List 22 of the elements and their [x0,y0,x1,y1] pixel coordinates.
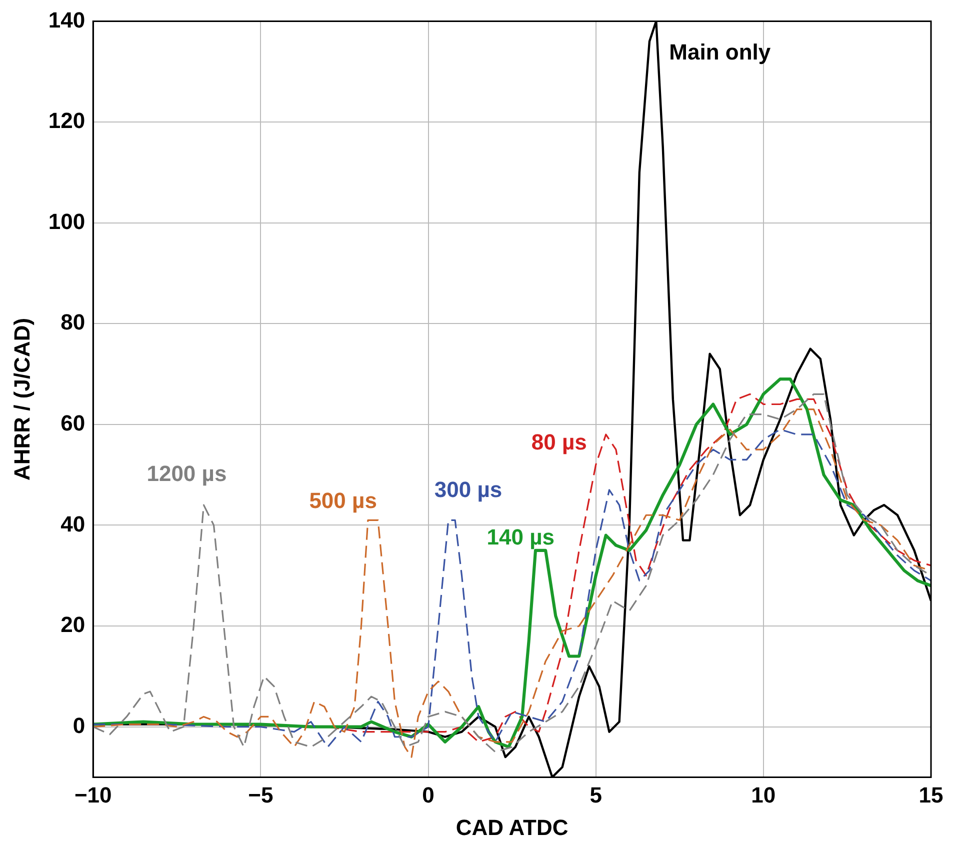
y-tick-label: 100 [48,208,86,234]
series-label: 1200 µs [146,461,227,486]
x-tick-label: 0 [422,782,434,808]
x-tick-label: 10 [751,782,776,808]
y-tick-label: 60 [60,410,86,436]
series-label: 80 µs [531,430,587,455]
x-tick-label: −5 [248,782,274,808]
y-axis-title: AHRR / (J/CAD) [9,318,34,480]
y-tick-label: 140 [48,7,86,32]
series-label: 500 µs [309,488,377,514]
series-label: 140 µs [486,524,555,550]
x-tick-label: 5 [590,782,602,808]
y-tick-label: 40 [60,511,86,536]
x-tick-label: −10 [74,782,112,808]
y-tick-label: 0 [72,712,86,738]
y-tick-label: 80 [60,310,86,335]
y-tick-label: 20 [60,612,86,638]
series-label: Main only [669,39,772,64]
x-axis-title: CAD ATDC [456,814,568,840]
series-label: 300 µs [434,477,502,502]
x-tick-label: 15 [918,782,944,808]
y-tick-label: 120 [48,108,86,134]
